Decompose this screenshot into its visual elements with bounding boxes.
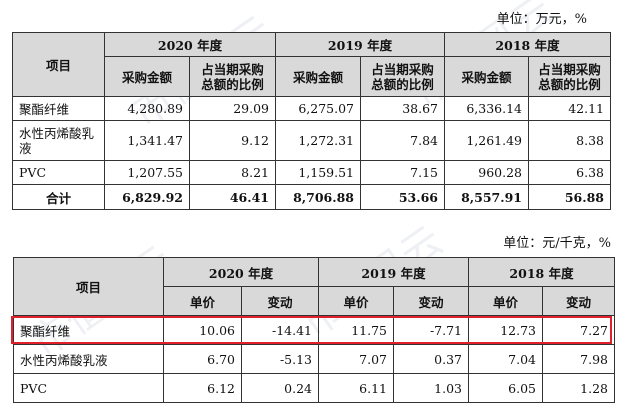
header-change: 变动 xyxy=(542,286,615,316)
cell-value: 7.27 xyxy=(542,315,615,345)
header-ratio: 占当期采购总额的比例 xyxy=(528,56,611,97)
header-price: 单价 xyxy=(163,286,242,316)
header-item: 项目 xyxy=(13,257,164,316)
total-row: 合计 6,829.92 46.41 8,706.88 53.66 8,557.9… xyxy=(12,184,611,210)
cell-value: 6.38 xyxy=(528,160,611,185)
table1-unit-label: 单位：万元，% xyxy=(496,12,587,27)
cell-value: 1.28 xyxy=(542,373,615,403)
cell-value: 1,272.31 xyxy=(275,120,361,161)
header-amount: 采购金额 xyxy=(275,56,361,97)
cell-value: 56.88 xyxy=(528,184,611,210)
cell-value: 4,280.89 xyxy=(104,96,190,121)
row-label: 聚酯纤维 xyxy=(13,315,164,345)
header-year-2018: 2018 年度 xyxy=(468,257,615,287)
cell-value: 9.12 xyxy=(189,120,276,161)
header-change: 变动 xyxy=(241,286,319,316)
cell-value: 1,159.51 xyxy=(275,160,361,185)
cell-value: 6.05 xyxy=(468,373,543,403)
table-row: PVC 1,207.55 8.21 1,159.51 7.15 960.28 6… xyxy=(12,160,611,185)
cell-value: 1,207.55 xyxy=(104,160,190,185)
cell-value: 6,275.07 xyxy=(275,96,361,121)
cell-value: 7.98 xyxy=(542,344,615,374)
table2-unit-label: 单位：元/千克，% xyxy=(503,236,611,251)
row-label: 合计 xyxy=(12,184,105,210)
row-label: 水性丙烯酸乳液 xyxy=(13,344,164,374)
cell-value: 6.11 xyxy=(318,373,394,403)
cell-value: 6.12 xyxy=(163,373,242,403)
cell-value: 6,336.14 xyxy=(444,96,529,121)
unit-price-table: 项目 2020 年度 2019 年度 2018 年度 单价 变动 单价 变动 单… xyxy=(13,257,615,403)
purchase-amount-table: 项目 2020 年度 2019 年度 2018 年度 采购金额 占当期采购总额的… xyxy=(12,32,611,210)
cell-value: 7.84 xyxy=(360,120,445,161)
cell-value: 38.67 xyxy=(360,96,445,121)
header-change: 变动 xyxy=(393,286,469,316)
header-price: 单价 xyxy=(318,286,394,316)
header-item: 项目 xyxy=(12,32,105,97)
cell-value: -7.71 xyxy=(393,315,469,345)
cell-value: 6,829.92 xyxy=(104,184,190,210)
cell-value: 29.09 xyxy=(189,96,276,121)
cell-value: 8.38 xyxy=(528,120,611,161)
header-year-2018: 2018 年度 xyxy=(444,32,611,57)
cell-value: 12.73 xyxy=(468,315,543,345)
cell-value: 1,261.49 xyxy=(444,120,529,161)
table-row: 水性丙烯酸乳液 6.70 -5.13 7.07 0.37 7.04 7.98 xyxy=(13,344,615,374)
cell-value: 0.37 xyxy=(393,344,469,374)
row-label: PVC xyxy=(13,373,164,403)
header-year-2020: 2020 年度 xyxy=(163,257,319,287)
cell-value: 8,557.91 xyxy=(444,184,529,210)
table-row: 聚酯纤维 4,280.89 29.09 6,275.07 38.67 6,336… xyxy=(12,96,611,121)
cell-value: 8.21 xyxy=(189,160,276,185)
header-year-2019: 2019 年度 xyxy=(275,32,445,57)
cell-value: -14.41 xyxy=(241,315,319,345)
cell-value: 10.06 xyxy=(163,315,242,345)
cell-value: 8,706.88 xyxy=(275,184,361,210)
cell-value: 42.11 xyxy=(528,96,611,121)
table-row: 水性丙烯酸乳液 1,341.47 9.12 1,272.31 7.84 1,26… xyxy=(12,120,611,161)
cell-value: 1,341.47 xyxy=(104,120,190,161)
cell-value: 11.75 xyxy=(318,315,394,345)
header-year-2020: 2020 年度 xyxy=(104,32,276,57)
cell-value: 960.28 xyxy=(444,160,529,185)
row-label: 聚酯纤维 xyxy=(12,96,105,121)
cell-value: -5.13 xyxy=(241,344,319,374)
table-row-highlighted: 聚酯纤维 10.06 -14.41 11.75 -7.71 12.73 7.27 xyxy=(13,315,615,345)
cell-value: 53.66 xyxy=(360,184,445,210)
cell-value: 46.41 xyxy=(189,184,276,210)
row-label: 水性丙烯酸乳液 xyxy=(12,120,105,161)
table-row: PVC 6.12 0.24 6.11 1.03 6.05 1.28 xyxy=(13,373,615,403)
header-ratio: 占当期采购总额的比例 xyxy=(189,56,276,97)
cell-value: 0.24 xyxy=(241,373,319,403)
cell-value: 7.04 xyxy=(468,344,543,374)
header-year-2019: 2019 年度 xyxy=(318,257,469,287)
header-amount: 采购金额 xyxy=(444,56,529,97)
cell-value: 1.03 xyxy=(393,373,469,403)
cell-value: 7.07 xyxy=(318,344,394,374)
header-ratio: 占当期采购总额的比例 xyxy=(360,56,445,97)
cell-value: 6.70 xyxy=(163,344,242,374)
row-label: PVC xyxy=(12,160,105,185)
header-price: 单价 xyxy=(468,286,543,316)
header-amount: 采购金额 xyxy=(104,56,190,97)
cell-value: 7.15 xyxy=(360,160,445,185)
